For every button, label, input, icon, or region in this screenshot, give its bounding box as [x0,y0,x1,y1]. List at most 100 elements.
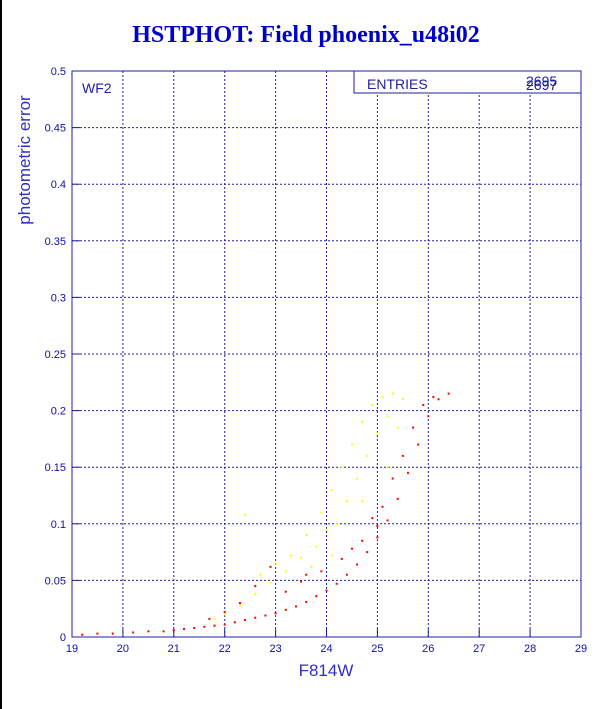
data-point [193,626,196,629]
data-point [335,522,338,525]
grid-lines [72,71,581,637]
data-point [96,632,99,635]
data-point [320,511,323,514]
stats-box-value-2: 2697 [526,77,557,93]
data-point [284,590,287,593]
data-point [182,628,185,631]
y-tick-label: 0.1 [51,519,66,531]
stats-box-value-1: 2695 [526,73,557,89]
data-point [381,505,384,508]
data-point [330,488,333,491]
data-point [340,466,343,469]
x-tick-label: 28 [524,643,536,655]
y-tick-label: 0.05 [45,575,66,587]
data-point [111,632,114,635]
data-point [350,443,353,446]
x-tick-label: 26 [422,643,434,655]
data-point [335,582,338,585]
stats-box-label: ENTRIES [367,76,428,92]
x-tick-label: 29 [575,643,587,655]
stats-box-frame [353,70,582,94]
data-point [238,602,241,605]
x-tick-label: 25 [371,643,383,655]
data-point [233,621,236,624]
data-point [396,497,399,500]
data-point [366,551,369,554]
data-point [371,403,374,406]
data-point [361,420,364,423]
data-point [356,563,359,566]
panel-label: WF2 [82,80,112,96]
x-tick-label: 23 [269,643,281,655]
data-point [345,500,348,503]
data-point [386,466,389,469]
data-point [422,403,425,406]
data-point [427,415,430,418]
data-point [412,426,415,429]
y-tick-label: 0.25 [45,349,66,361]
data-point [350,547,353,550]
data-point [305,534,308,537]
stats-box: ENTRIES 2695 2697 [353,70,582,94]
data-point [356,477,359,480]
data-point [244,619,247,622]
data-point [325,528,328,531]
data-point [437,398,440,401]
data-point [284,570,287,573]
data-point [300,556,303,559]
data-point [325,589,328,592]
y-tick-label: 0.2 [51,406,66,418]
data-point [254,616,257,619]
data-point [371,517,374,520]
data-point [376,525,379,528]
data-point [345,573,348,576]
data-point [162,630,165,633]
x-tick-label: 24 [320,643,332,655]
y-tick-label: 0.4 [51,179,66,191]
x-tick-label: 22 [219,643,231,655]
data-point [244,513,247,516]
data-point [386,519,389,522]
data-points [81,392,450,636]
data-point [269,581,272,584]
data-point [172,629,175,632]
data-point [376,432,379,435]
data-point [213,617,216,620]
data-point [401,398,404,401]
data-point [289,554,292,557]
x-tick-label: 20 [117,643,129,655]
x-axis-title: F814W [299,661,354,680]
data-point [386,415,389,418]
data-point [223,613,226,616]
data-point [238,604,241,607]
data-point [361,539,364,542]
data-point [406,471,409,474]
data-point [213,624,216,627]
data-point [274,612,277,615]
y-tick-label: 0.3 [51,292,66,304]
x-tick-label: 19 [66,643,78,655]
y-tick-label: 0.5 [51,66,66,78]
data-point [300,580,303,583]
data-point [147,630,150,633]
data-point [361,500,364,503]
data-point [203,625,206,628]
data-point [132,631,135,634]
y-tick-label: 0 [60,632,66,644]
data-point [81,633,84,636]
data-point [305,600,308,603]
data-point [320,570,323,573]
data-point [254,592,257,595]
data-point [396,426,399,429]
data-point [340,557,343,560]
data-point [391,477,394,480]
data-point [376,536,379,539]
y-tick-label: 0.35 [45,236,66,248]
chart-title: HSTPHOT: Field phoenix_u48i02 [132,22,480,48]
data-point [254,585,257,588]
data-point [315,595,318,598]
data-point [310,565,313,568]
data-point [417,443,420,446]
data-point [264,614,267,617]
